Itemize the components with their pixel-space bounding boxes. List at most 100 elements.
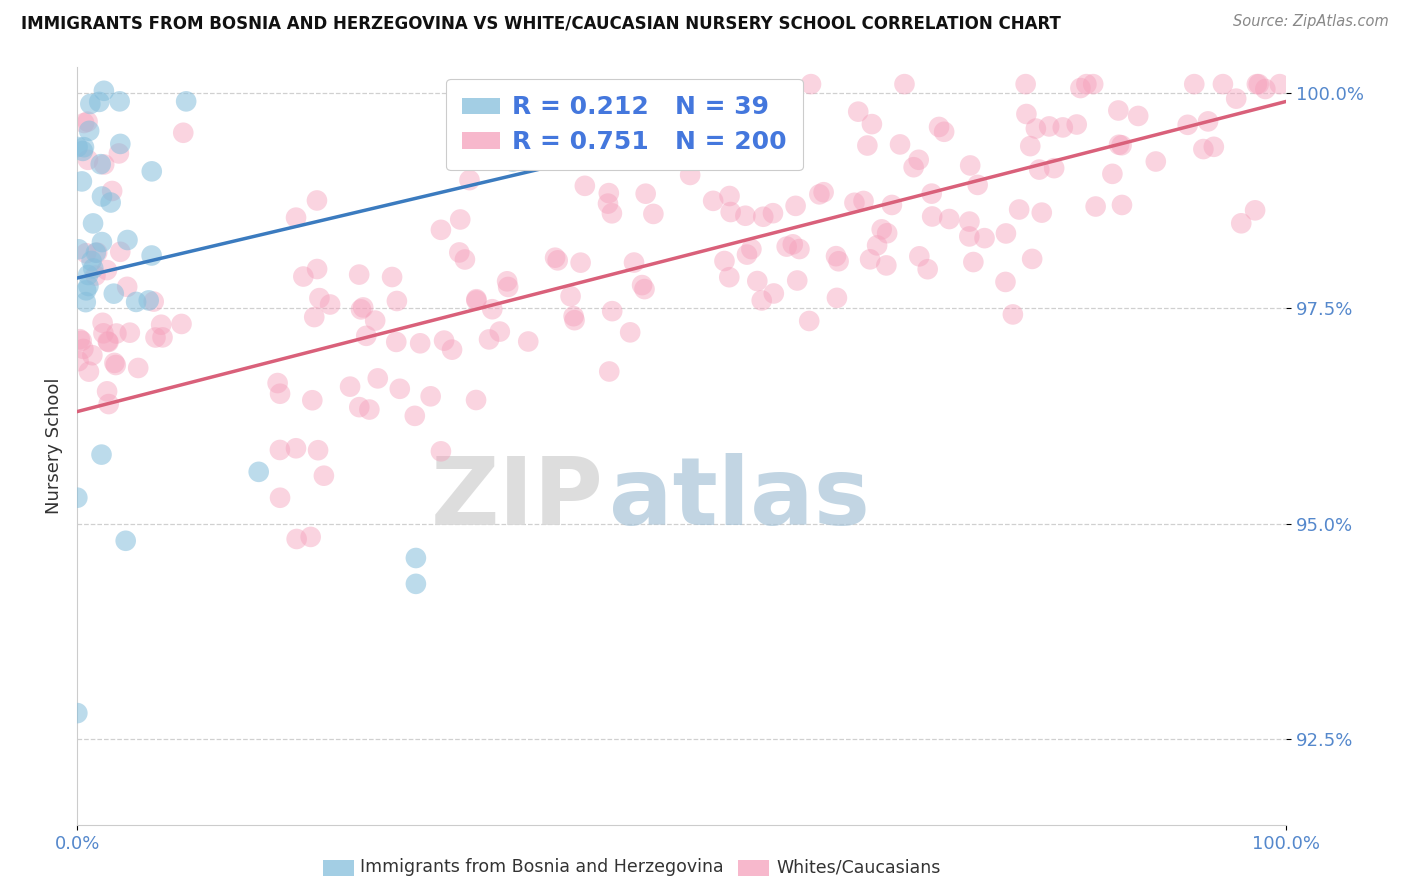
Point xyxy=(875,259,897,273)
Point xyxy=(105,326,128,341)
Point xyxy=(339,379,361,393)
Point xyxy=(735,247,758,261)
Point xyxy=(141,164,163,178)
Point xyxy=(67,242,90,256)
Point xyxy=(921,186,943,201)
Point xyxy=(752,210,775,224)
Point xyxy=(1225,92,1247,106)
Point xyxy=(449,245,471,260)
Point xyxy=(73,116,96,130)
Point xyxy=(859,252,882,267)
Point xyxy=(319,297,342,311)
Point xyxy=(808,187,831,202)
Point xyxy=(304,310,326,324)
Point xyxy=(77,279,100,293)
Point xyxy=(973,231,995,245)
Point xyxy=(138,293,160,308)
Point xyxy=(880,198,903,212)
Point xyxy=(547,253,569,268)
Point xyxy=(449,212,471,227)
Point xyxy=(292,269,315,284)
Point xyxy=(870,222,893,236)
Point xyxy=(718,270,741,285)
Point xyxy=(762,286,785,301)
Point xyxy=(285,442,308,456)
Point xyxy=(1038,120,1060,134)
Point xyxy=(247,465,270,479)
Point xyxy=(785,199,807,213)
Point xyxy=(1031,205,1053,219)
Point xyxy=(430,223,453,237)
Point xyxy=(619,326,641,340)
Point xyxy=(96,263,118,277)
Point xyxy=(69,332,91,346)
Text: Source: ZipAtlas.com: Source: ZipAtlas.com xyxy=(1233,14,1389,29)
Point xyxy=(574,178,596,193)
Point xyxy=(80,254,103,268)
Point xyxy=(104,358,127,372)
Point xyxy=(718,189,741,203)
Point xyxy=(67,354,90,368)
Point xyxy=(1101,167,1123,181)
Point xyxy=(419,389,441,403)
Point xyxy=(114,533,136,548)
Point xyxy=(349,400,371,414)
Point xyxy=(496,274,519,288)
Point xyxy=(404,409,426,423)
Point xyxy=(762,206,785,220)
Point xyxy=(96,384,118,399)
Point xyxy=(1182,77,1205,91)
Point xyxy=(364,313,387,327)
Point xyxy=(103,356,125,370)
Point xyxy=(150,318,173,332)
Point xyxy=(76,114,98,128)
Text: atlas: atlas xyxy=(609,453,870,545)
Point xyxy=(562,309,585,323)
Point xyxy=(560,289,582,303)
Point xyxy=(713,254,735,268)
Point xyxy=(1008,202,1031,217)
Point xyxy=(1066,118,1088,132)
Point xyxy=(350,302,373,317)
Point xyxy=(110,136,132,151)
Point xyxy=(465,292,488,306)
Point xyxy=(1244,203,1267,218)
Point xyxy=(174,95,197,109)
Point xyxy=(91,235,114,249)
Point xyxy=(352,301,374,315)
Point xyxy=(1177,118,1199,132)
Point xyxy=(876,226,898,240)
Point xyxy=(517,334,540,349)
Point xyxy=(544,251,567,265)
Point xyxy=(465,293,488,308)
Point xyxy=(1015,107,1038,121)
Point xyxy=(103,286,125,301)
Point xyxy=(90,448,112,462)
Point xyxy=(66,491,89,505)
Point xyxy=(679,168,702,182)
Point xyxy=(1202,140,1225,154)
Point xyxy=(91,189,114,203)
Point xyxy=(1144,154,1167,169)
Point xyxy=(860,117,883,131)
Point xyxy=(141,248,163,262)
Point xyxy=(1021,252,1043,266)
Point xyxy=(1014,77,1036,91)
Point xyxy=(93,157,115,171)
Point xyxy=(496,280,519,294)
Point xyxy=(84,245,107,260)
Point xyxy=(458,173,481,187)
Point xyxy=(82,216,104,230)
Text: Whites/Caucasians: Whites/Caucasians xyxy=(776,858,941,876)
Point xyxy=(569,255,592,269)
Point xyxy=(994,275,1017,289)
Point xyxy=(903,160,925,174)
Point xyxy=(108,95,131,109)
Point xyxy=(82,261,104,276)
Point xyxy=(82,348,104,362)
Point xyxy=(1084,200,1107,214)
Point xyxy=(77,153,100,167)
Point xyxy=(744,128,766,143)
Point xyxy=(97,397,120,411)
Point xyxy=(1192,142,1215,156)
